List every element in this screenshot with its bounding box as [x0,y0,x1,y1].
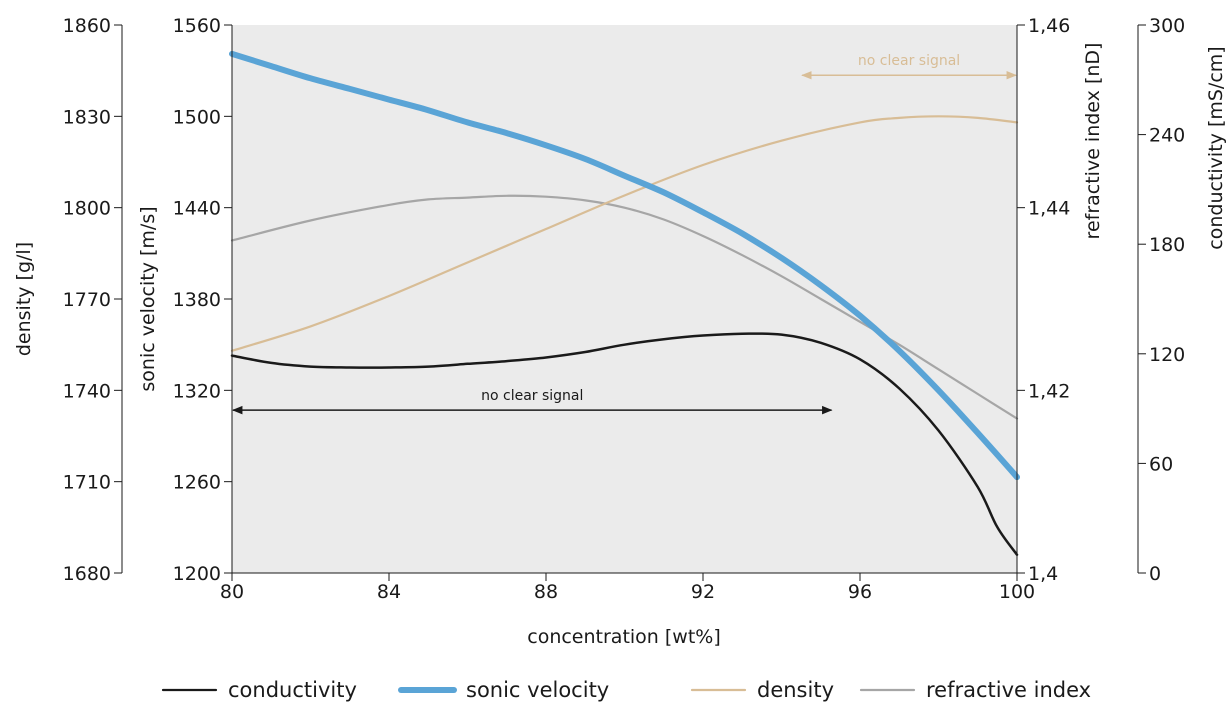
refractive-index-tick-label: 1,44 [1028,198,1070,220]
refractive-index-tick-label: 1,46 [1028,15,1070,37]
conductivity-axis-title: conductivity [mS/cm] [1205,46,1227,249]
conductivity-tick-label: 300 [1149,15,1185,37]
x-tick-label: 80 [220,581,244,603]
sonic-velocity-axis: sonic velocity [m/s] 1200 1260 1320 1380 144… [137,15,233,585]
series-layer [229,50,1020,556]
legend-label-refractive-index: refractive index [926,678,1091,702]
x-tick-label: 92 [691,581,715,603]
x-tick-label: 96 [848,581,872,603]
x-tick-label: 84 [377,581,401,603]
sonic-velocity-tick-label: 1380 [173,289,221,311]
refractive-index-series-line [230,194,1019,420]
x-tick-label: 88 [534,581,558,603]
conductivity-tick-label: 120 [1149,344,1185,366]
refractive-index-tick-label: 1,4 [1028,563,1058,585]
conductivity-tick-label: 240 [1149,125,1185,147]
density-axis-title: density [g/l] [13,242,35,356]
refractive-index-axis-title: refractive index [nD] [1082,43,1104,240]
legend-label-density: density [757,678,834,702]
plot-area [232,25,1017,573]
sonic-velocity-tick-label: 1200 [173,563,221,585]
x-axis: 80 84 88 92 96 100 concentration [wt%] [220,572,1035,648]
sonic-velocity-tick-label: 1440 [173,198,221,220]
no-clear-signal-label: no clear signal [858,53,960,69]
density-tick-label: 1800 [63,198,111,220]
density-axis: density [g/l] 1680 1710 1740 1770 1800 1830 18… [13,15,123,585]
density-tick-label: 1860 [63,15,111,37]
x-ticks: 80 84 88 92 96 100 [220,573,1035,603]
density-tick-label: 1770 [63,289,111,311]
density-tick-label: 1740 [63,380,111,402]
x-axis-title: concentration [wt%] [527,626,721,648]
legend: conductivity sonic velocity density refract… [161,678,1091,702]
sonic-velocity-tick-label: 1500 [173,106,221,128]
sonic-velocity-tick-label: 1320 [173,380,221,402]
conductivity-tick-label: 180 [1149,234,1185,256]
legend-label-sonic-velocity: sonic velocity [466,678,609,702]
no-clear-signal-label: no clear signal [481,388,583,404]
conductivity-tick-label: 0 [1149,563,1161,585]
conductivity-axis: conductivity [mS/cm] 0 60 120 180 240 300 [1137,15,1227,585]
sonic-velocity-tick-label: 1560 [173,15,221,37]
density-series-line [230,115,1019,352]
refractive-index-tick-label: 1,42 [1028,380,1070,402]
sonic-velocity-axis-title: sonic velocity [m/s] [137,206,159,391]
sonic-velocity-series-line [229,50,1020,481]
conductivity-series-line [230,332,1019,556]
annotation-layer: no clear signal no clear signal [231,53,1018,415]
refractive-index-axis: refractive index [nD] 1,4 1,42 1,44 1,46 [1016,15,1104,585]
sonic-velocity-tick-label: 1260 [173,472,221,494]
legend-label-conductivity: conductivity [228,678,357,702]
x-tick-label: 100 [999,581,1035,603]
density-tick-label: 1830 [63,106,111,128]
conductivity-tick-label: 60 [1149,453,1173,475]
density-tick-label: 1680 [63,563,111,585]
density-tick-label: 1710 [63,472,111,494]
